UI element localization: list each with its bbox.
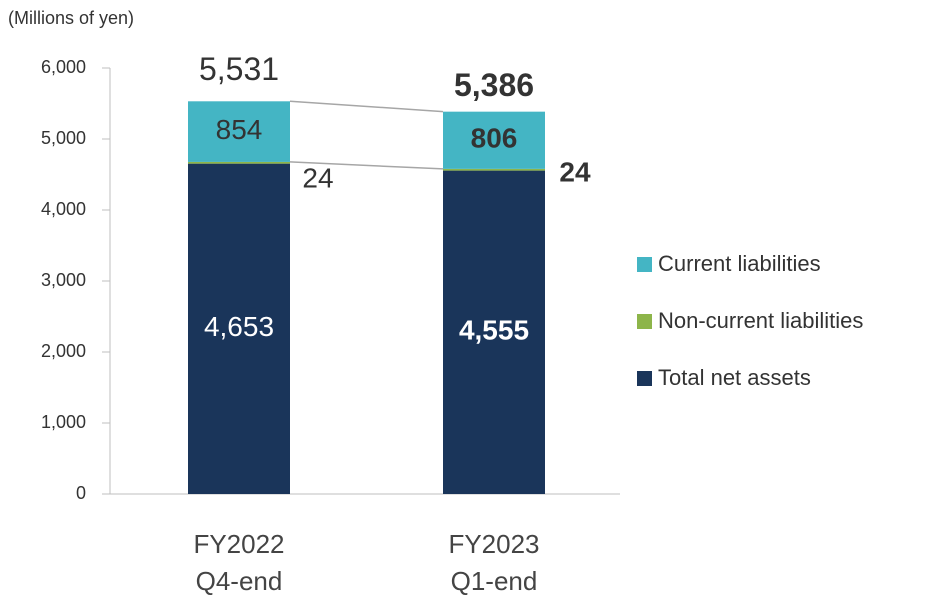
x-tick-label: Q1-end <box>451 566 538 596</box>
bar-segment <box>188 163 290 494</box>
x-tick-label: FY2023 <box>448 529 539 559</box>
y-tick-label: 1,000 <box>41 412 86 432</box>
connector <box>289 100 444 113</box>
y-tick-label: 5,000 <box>41 128 86 148</box>
x-tick-label: FY2022 <box>193 529 284 559</box>
x-tick-label: Q4-end <box>196 566 283 596</box>
total-label: 5,386 <box>454 67 534 103</box>
bar-segment <box>443 170 545 494</box>
legend-label: Non-current liabilities <box>658 308 863 333</box>
y-tick-label: 4,000 <box>41 199 86 219</box>
data-label: 854 <box>216 114 263 145</box>
data-label: 24 <box>559 156 591 187</box>
legend-swatch <box>637 314 652 329</box>
connector <box>289 161 444 170</box>
data-label: 24 <box>302 162 333 193</box>
legend-swatch <box>637 257 652 272</box>
y-tick-label: 0 <box>76 483 86 503</box>
y-tick-label: 2,000 <box>41 341 86 361</box>
data-label: 4,555 <box>459 315 529 346</box>
legend-label: Current liabilities <box>658 251 821 276</box>
y-tick-label: 3,000 <box>41 270 86 290</box>
y-tick-label: 6,000 <box>41 57 86 77</box>
total-label: 5,531 <box>199 51 279 87</box>
bar-segment <box>443 168 545 171</box>
legend-label: Total net assets <box>658 365 811 390</box>
bar-segment <box>188 101 290 162</box>
data-label: 4,653 <box>204 311 274 342</box>
unit-label: (Millions of yen) <box>8 8 134 28</box>
data-label: 806 <box>471 123 518 154</box>
bar-segment <box>188 161 290 164</box>
legend-swatch <box>637 371 652 386</box>
bar-segment <box>443 111 545 169</box>
